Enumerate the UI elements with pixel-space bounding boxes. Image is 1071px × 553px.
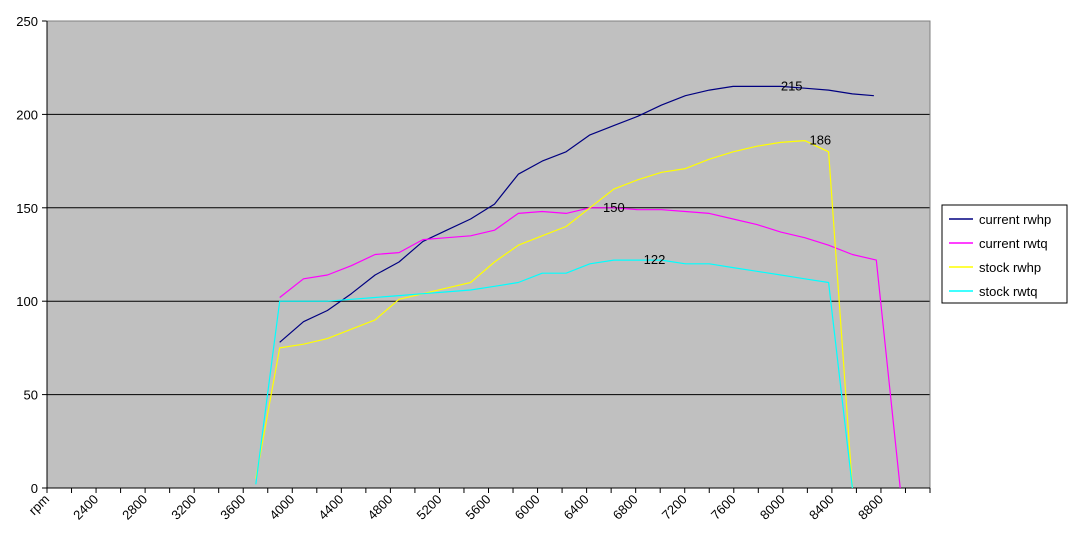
x-tick-label: 4000 [266,492,297,523]
legend: current rwhp current rwtq stock rwhp stock … [941,204,1068,304]
y-tick-label: 150 [16,201,38,216]
x-tick-label: 2800 [119,492,150,523]
x-tick-label: 7200 [659,492,690,523]
y-tick-label: 200 [16,107,38,122]
x-tick-label: 3200 [168,492,199,523]
series-lines [255,85,901,489]
x-tick-label: 4800 [364,492,395,523]
x-tick-label: 4400 [315,492,346,523]
x-tick-label: 7600 [708,492,739,523]
y-tick-label: 50 [24,388,38,403]
series-line-stock-rwtq [255,259,853,489]
legend-label: current rwtq [979,236,1048,251]
y-tick-label: 100 [16,294,38,309]
legend-box [941,204,1068,304]
x-tick-label: 8000 [757,492,788,523]
data-label: 215 [781,78,803,93]
data-label: 150 [603,200,625,215]
legend-label: stock rwtq [979,284,1038,299]
x-tick-label: 6000 [512,492,543,523]
x-tick-label: 8800 [855,492,886,523]
axes: 0 50 100 150 200 250 rpm 2400 2800 3200 3600 4000 44… [16,14,931,523]
data-label: 186 [809,133,831,148]
legend-label: current rwhp [979,212,1051,227]
y-tick-label: 0 [31,481,38,496]
data-label: 122 [644,252,666,267]
plot-area [47,21,930,488]
data-labels: 215 186 150 122 [603,78,831,267]
x-tick-label: 3600 [217,492,248,523]
x-tick-label: 2400 [70,492,101,523]
series-line-stock-rwhp [255,140,853,489]
x-tick-label: 6400 [561,492,592,523]
legend-label: stock rwhp [979,260,1041,275]
x-tick-label: rpm [26,492,52,518]
x-tick-label: 5600 [463,492,494,523]
series-line-current-rwhp [279,85,874,343]
x-tick-label: 6800 [610,492,641,523]
x-tick-label: 5200 [414,492,445,523]
y-tick-label: 250 [16,14,38,29]
x-tick-label: 8400 [806,492,837,523]
